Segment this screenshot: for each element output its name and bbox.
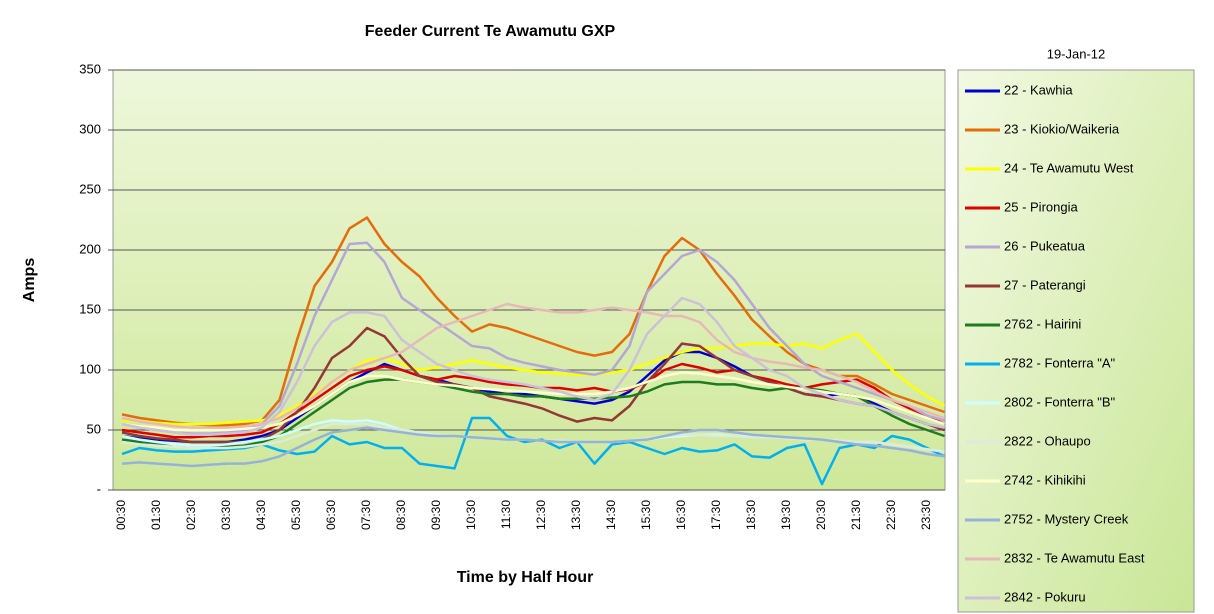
x-tick-label: 04:30 [254,500,268,530]
y-tick-label: 100 [79,361,101,376]
x-tick-label: 08:30 [394,500,408,530]
x-tick-label: 06:30 [324,500,338,530]
legend-label: 24 - Te Awamutu West [1004,160,1134,175]
x-tick-label: 16:30 [674,500,688,530]
y-tick-label: 350 [79,61,101,76]
y-axis-label: Amps [21,258,38,303]
x-tick-label: 21:30 [849,500,863,530]
x-tick-label: 12:30 [534,500,548,530]
legend-label: 2802 - Fonterra "B" [1004,394,1116,409]
x-tick-label: 18:30 [744,500,758,530]
legend-label: 22 - Kawhia [1004,82,1073,97]
legend-label: 2762 - Hairini [1004,316,1081,331]
x-tick-label: 17:30 [709,500,723,530]
legend-label: 2822 - Ohaupo [1004,433,1091,448]
legend-label: 25 - Pirongia [1004,199,1078,214]
series-line [121,296,945,437]
series-line [121,332,946,426]
legend-label: 23 - Kiokio/Waikeria [1004,121,1120,136]
x-tick-label: 10:30 [464,500,478,530]
x-tick-label: 20:30 [814,500,828,530]
x-tick-label: 13:30 [569,500,583,530]
legend-box [957,69,1195,613]
subtitle: 19-Jan-12 [1047,46,1106,61]
x-tick-label: 09:30 [429,500,443,530]
x-tick-label: 22:30 [884,500,898,530]
legend-label: 26 - Pukeatua [1004,238,1086,253]
x-tick-label: 03:30 [219,500,233,530]
legend-label: 2842 - Pokuru [1004,589,1086,604]
x-axis-label: Time by Half Hour [457,569,594,586]
series-line [121,302,945,429]
series-line [121,426,945,468]
x-tick-label: 00:30 [114,500,128,530]
y-tick-label: 50 [87,421,101,436]
y-tick-label: 150 [79,301,101,316]
y-tick-label: - [97,481,101,496]
x-tick-label: 07:30 [359,500,373,530]
x-tick-label: 01:30 [149,500,163,530]
y-tick-label: 250 [79,181,101,196]
legend-label: 2782 - Fonterra "A" [1004,355,1116,370]
x-tick-label: 23:30 [919,500,933,530]
x-tick-label: 02:30 [184,500,198,530]
y-tick-label: 300 [79,121,101,136]
chart-title: Feeder Current Te Awamutu GXP [365,23,616,40]
legend-label: 2742 - Kihikihi [1004,472,1086,487]
y-tick-label: 200 [79,241,101,256]
legend-label: 2832 - Te Awamutu East [1004,550,1145,565]
x-tick-label: 14:30 [604,500,618,530]
x-tick-label: 05:30 [289,500,303,530]
x-tick-label: 11:30 [499,500,513,529]
x-tick-label: 15:30 [639,500,653,530]
legend-label: 27 - Paterangi [1004,277,1086,292]
legend-label: 2752 - Mystery Creek [1004,511,1129,526]
x-tick-label: 19:30 [779,500,793,530]
